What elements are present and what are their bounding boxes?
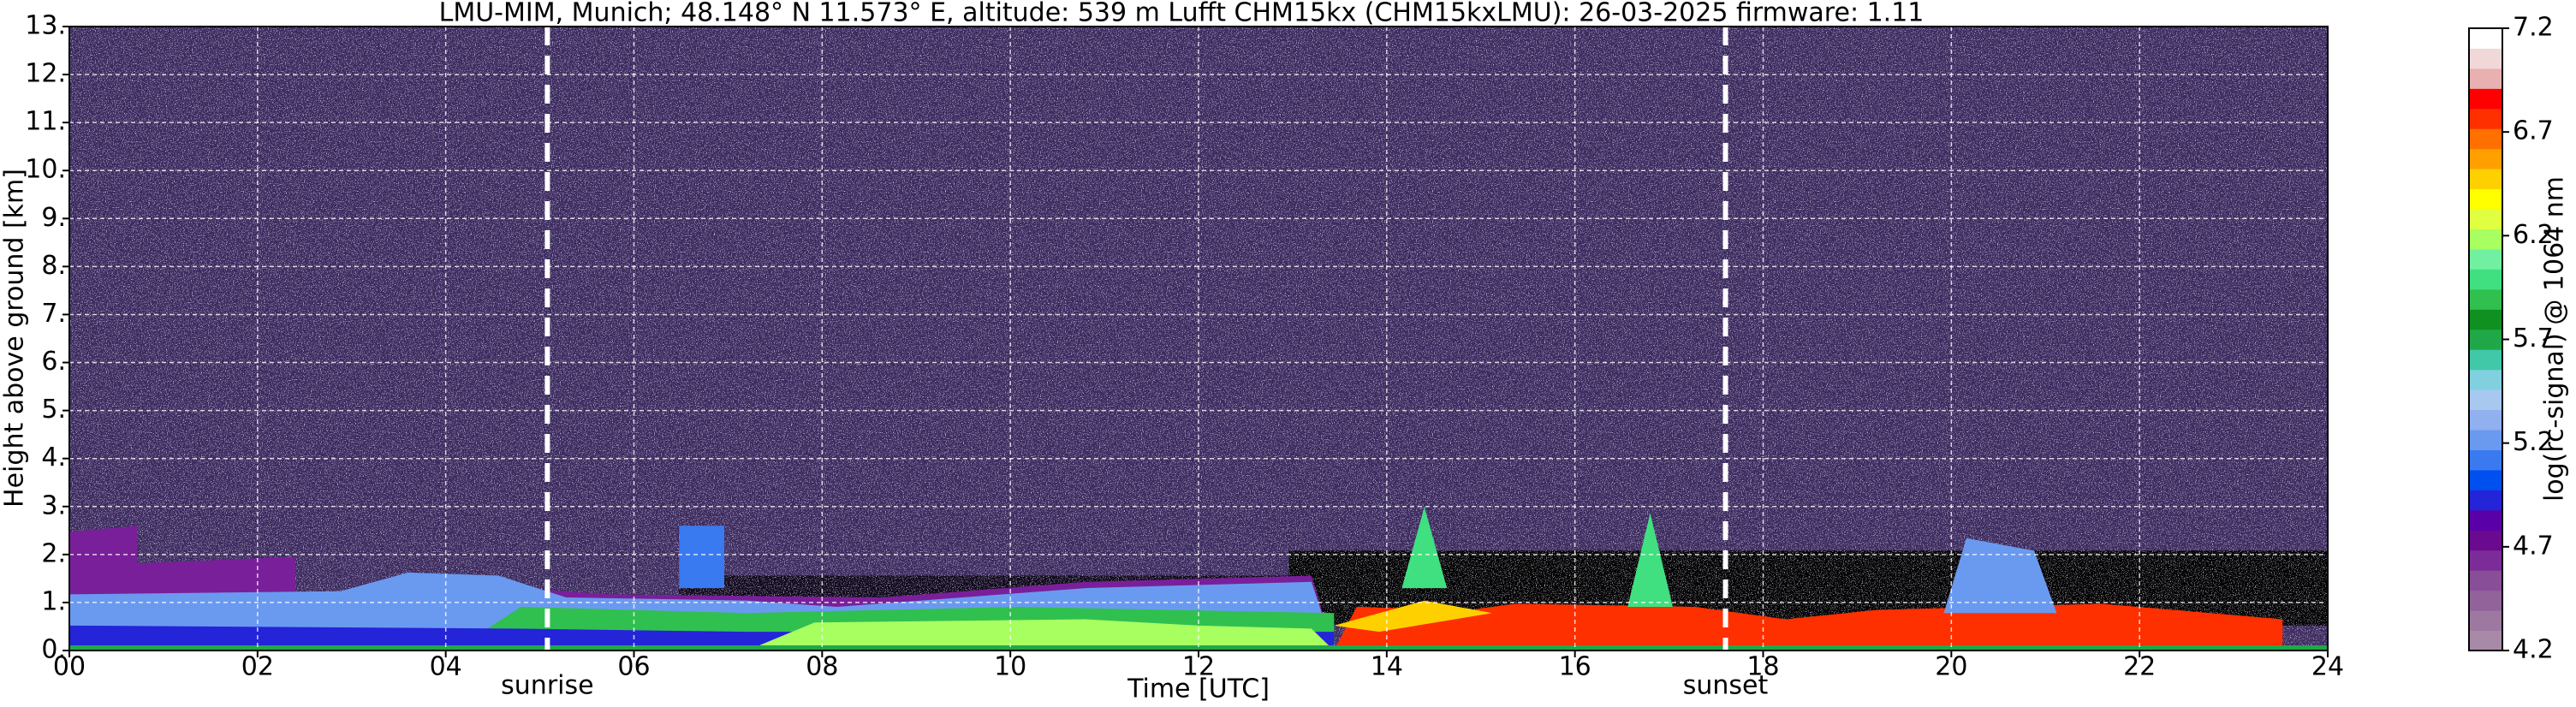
y-tick-label: 11.	[25, 107, 66, 137]
colorbar-swatch	[2469, 349, 2502, 371]
colorbar-swatch	[2469, 509, 2502, 531]
colorbar-swatch	[2469, 530, 2502, 551]
annotation-label: sunrise	[501, 671, 593, 701]
heatmap-layer	[747, 619, 1335, 651]
colorbar-swatch	[2469, 369, 2502, 390]
colorbar-tick-label: 5.7	[2513, 324, 2554, 354]
colorbar-swatch	[2469, 269, 2502, 290]
colorbar-swatch	[2469, 329, 2502, 350]
plot-frame	[68, 26, 2329, 651]
colorbar-swatch	[2469, 248, 2502, 270]
x-tick-label: 20	[1935, 652, 1967, 682]
colorbar-swatch	[2469, 469, 2502, 490]
y-axis-label: Height above ground [km]	[0, 169, 30, 508]
colorbar-swatch	[2469, 128, 2502, 150]
y-tick-label: 10.	[25, 155, 66, 185]
colorbar-swatch	[2469, 108, 2502, 129]
colorbar-swatch	[2469, 188, 2502, 210]
colorbar-tick-label: 6.7	[2513, 116, 2554, 146]
colorbar-swatch	[2469, 550, 2502, 571]
colorbar-swatch	[2469, 68, 2502, 89]
x-tick-label: 24	[2311, 652, 2344, 682]
heatmap-layer	[1334, 600, 1492, 633]
colorbar-swatch	[2469, 409, 2502, 431]
heatmap-layer	[679, 526, 725, 589]
y-tick-label: 12.	[25, 59, 66, 89]
y-tick-label: 5.	[41, 395, 66, 425]
colorbar-swatch	[2469, 630, 2502, 651]
y-tick-label: 3.	[41, 490, 66, 520]
colorbar-swatch	[2469, 229, 2502, 250]
colorbar-swatch	[2469, 88, 2502, 110]
colorbar-swatch	[2469, 28, 2502, 49]
x-tick-label: 22	[2123, 652, 2156, 682]
chart-title: LMU-MIM, Munich; 48.148° N 11.573° E, al…	[439, 0, 1925, 28]
y-tick-label: 7.	[41, 299, 66, 329]
y-tick-label: 1.	[41, 586, 66, 616]
x-tick-label: 18	[1746, 652, 1779, 682]
x-tick-label: 08	[806, 652, 838, 682]
colorbar-tick-label: 4.2	[2513, 635, 2554, 665]
x-tick-label: 00	[53, 652, 86, 682]
colorbar-tick-label: 5.2	[2513, 427, 2554, 457]
y-tick-label: 0.	[41, 635, 66, 665]
plot-area	[68, 26, 2329, 651]
y-tick-label: 6.	[41, 347, 66, 377]
colorbar-swatch	[2469, 48, 2502, 69]
x-tick-label: 04	[430, 652, 462, 682]
y-tick-label: 2.	[41, 538, 66, 568]
x-axis-label: Time [UTC]	[1127, 674, 1270, 704]
x-tick-label: 12	[1182, 652, 1215, 682]
y-tick-label: 4.	[41, 443, 66, 472]
x-tick-label: 02	[241, 652, 274, 682]
colorbar-swatch	[2469, 288, 2502, 310]
colorbar-swatch	[2469, 309, 2502, 330]
colorbar-swatch	[2469, 590, 2502, 611]
colorbar-tick-label: 4.7	[2513, 531, 2554, 561]
colorbar-swatch	[2469, 449, 2502, 471]
y-tick-label: 13.	[25, 11, 66, 41]
colorbar-swatch	[2469, 570, 2502, 591]
y-tick-label: 9.	[41, 203, 66, 233]
x-tick-label: 14	[1371, 652, 1403, 682]
colorbar-label: log(rc-signal) @ 1064 nm	[2540, 176, 2570, 502]
colorbar-swatch	[2469, 169, 2502, 190]
colorbar-swatch	[2469, 389, 2502, 411]
heatmap-layer	[1334, 603, 2283, 651]
heatmap-layer	[1401, 507, 1448, 589]
heatmap-layer	[1627, 513, 1673, 607]
y-tick-label: 8.	[41, 251, 66, 281]
x-tick-label: 16	[1559, 652, 1591, 682]
colorbar-swatch	[2469, 490, 2502, 511]
annotation-label: sunset	[1683, 671, 1769, 701]
colorbar: 4.2 4.7 5.2 5.7 6.2 6.7 7.2 log(rc-signal) @ 10…	[2468, 13, 2570, 665]
x-tick-label: 06	[617, 652, 650, 682]
colorbar-swatch	[2469, 610, 2502, 632]
x-tick-label: 10	[994, 652, 1026, 682]
heatmap-layer	[1943, 538, 2057, 614]
colorbar-tick-label: 7.2	[2513, 13, 2554, 43]
colorbar-swatch	[2469, 148, 2502, 169]
colorbar-tick-label: 6.2	[2513, 220, 2554, 250]
colorbar-swatch	[2469, 430, 2502, 450]
colorbar-swatch	[2469, 209, 2502, 230]
heatmap-ground	[69, 645, 2328, 651]
